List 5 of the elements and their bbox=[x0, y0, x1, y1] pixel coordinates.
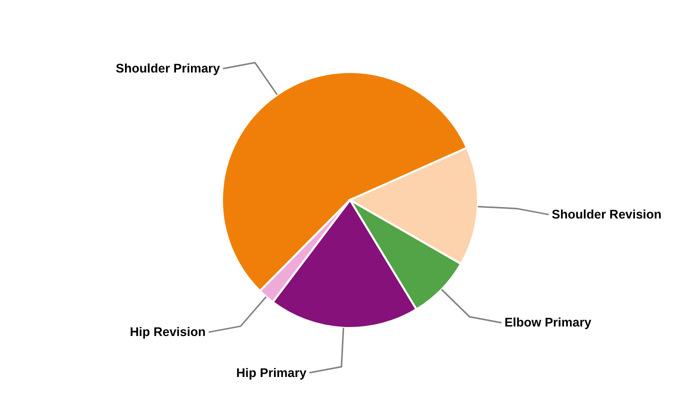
slice-label: Elbow Primary bbox=[504, 316, 592, 330]
slice-label: Shoulder Primary bbox=[116, 62, 220, 76]
slice-label: Hip Primary bbox=[236, 366, 306, 380]
slice-label: Shoulder Revision bbox=[552, 208, 662, 222]
slice-label: Hip Revision bbox=[130, 325, 206, 340]
